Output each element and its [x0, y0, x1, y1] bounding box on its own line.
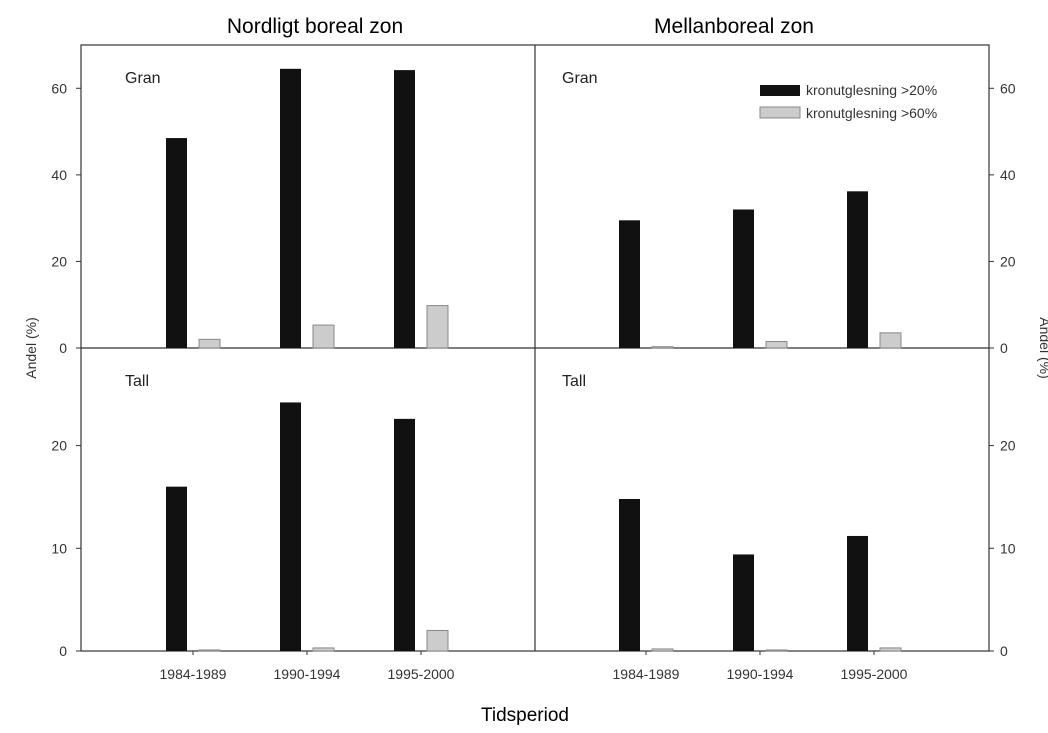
bar-dark: [280, 68, 301, 349]
x-tick-label: 1990-1994: [727, 666, 794, 682]
legend-swatch-light: [759, 106, 801, 119]
legend-swatch-dark: [760, 85, 800, 96]
y-tick-label: 0: [1000, 643, 1008, 659]
bar-light: [198, 338, 221, 349]
bar-dark: [847, 191, 868, 348]
bar-dark: [280, 402, 301, 651]
legend-label-light: kronutglesning >60%: [806, 105, 937, 121]
panel-label-top-right: Gran: [562, 70, 598, 87]
x-tick-label: 1984-1989: [160, 666, 227, 682]
y-tick-label: 10: [51, 540, 67, 556]
x-tick-label: 1995-2000: [388, 666, 455, 682]
bar-dark: [619, 498, 640, 651]
y-tick-label: 20: [1000, 253, 1016, 269]
bar-light: [198, 649, 221, 652]
panel-label-bottom-left: Tall: [125, 373, 149, 390]
bar-dark: [394, 418, 415, 651]
panel-title-right: Mellanboreal zon: [654, 15, 814, 38]
panel-label-top-left: Gran: [125, 70, 161, 87]
bar-light: [765, 341, 788, 349]
x-tick-label: 1990-1994: [274, 666, 341, 682]
legend-label-dark: kronutglesning >20%: [806, 82, 937, 98]
y-tick-label: 0: [59, 340, 67, 356]
y-tick-label: 10: [1000, 540, 1016, 556]
y-tick-label: 60: [51, 80, 67, 96]
bar-dark: [394, 70, 415, 348]
bar-dark: [847, 535, 868, 651]
y-axis-title-left: Andel (%): [23, 317, 39, 378]
bar-dark: [619, 220, 640, 348]
bar-light: [312, 647, 335, 652]
legend: kronutglesning >20% kronutglesning >60%: [759, 82, 937, 121]
y-tick-label: 0: [59, 643, 67, 659]
x-axis-title: Tidsperiod: [481, 705, 569, 726]
bar-light: [426, 305, 449, 349]
bar-panels: 0 20 40 60 0 20 40 60 1984-1989 1990-1994 1995-200…: [51, 68, 1016, 682]
bar-light: [879, 332, 902, 349]
panel-title-left: Nordligt boreal zon: [227, 15, 403, 38]
y-tick-label: 0: [1000, 340, 1008, 356]
bar-light: [765, 649, 788, 652]
y-tick-label: 40: [51, 167, 67, 183]
bar-dark: [733, 209, 754, 348]
bar-light: [879, 647, 902, 652]
bar-light: [426, 629, 449, 652]
bar-light: [651, 346, 674, 349]
bar-light: [651, 648, 674, 652]
y-tick-label: 20: [51, 438, 67, 454]
panel-label-bottom-right: Tall: [562, 373, 586, 390]
y-axis-title-right: Andel (%): [1037, 317, 1048, 378]
x-tick-label: 1995-2000: [841, 666, 908, 682]
y-tick-label: 20: [51, 253, 67, 269]
y-tick-label: 60: [1000, 80, 1016, 96]
bar-dark: [166, 138, 187, 348]
bar-dark: [166, 486, 187, 651]
bar-dark: [733, 554, 754, 651]
bar-light: [312, 324, 335, 349]
x-tick-label: 1984-1989: [613, 666, 680, 682]
y-tick-label: 20: [1000, 438, 1016, 454]
y-tick-label: 40: [1000, 167, 1016, 183]
